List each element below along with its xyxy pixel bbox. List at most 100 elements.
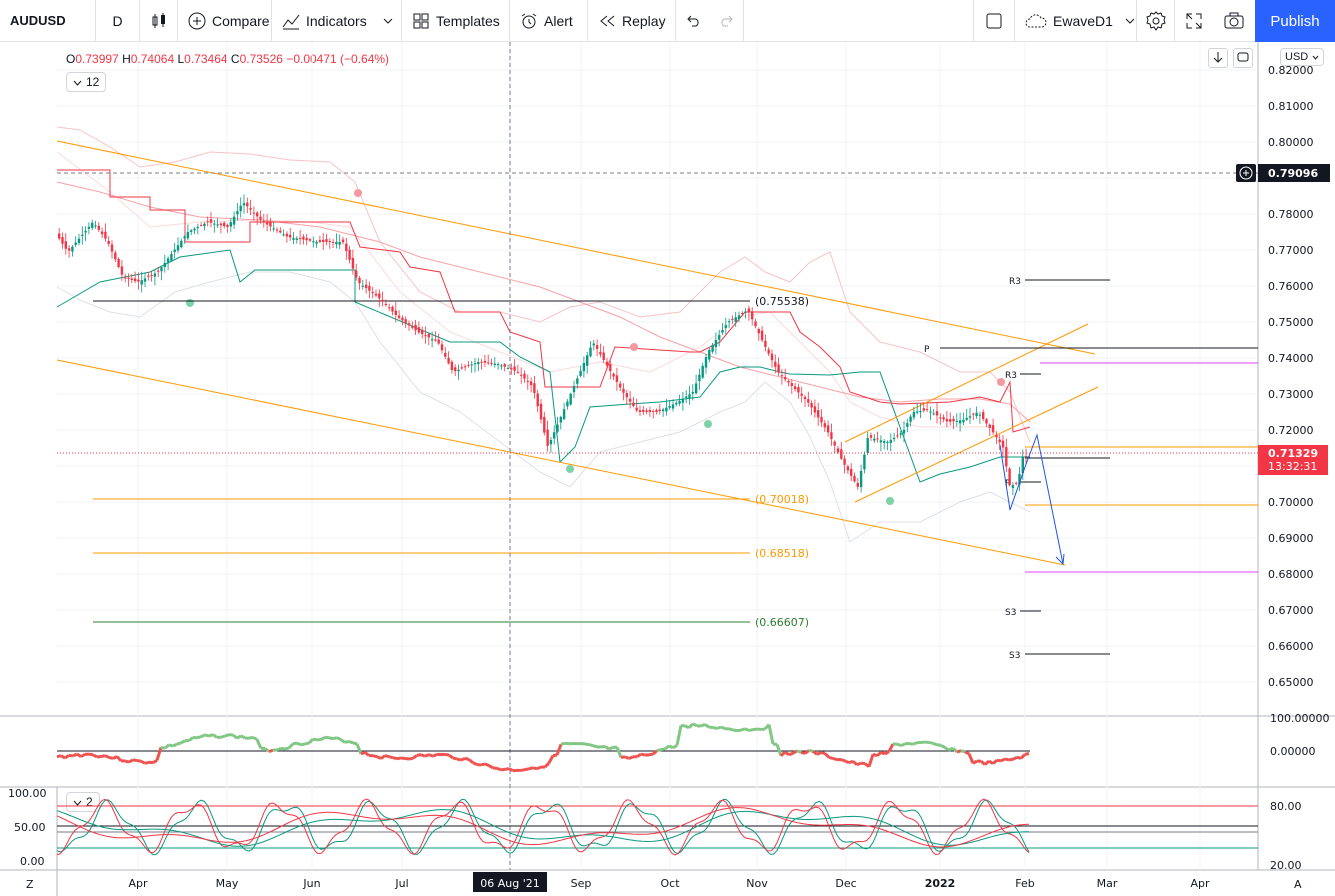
undo-button[interactable] (676, 0, 710, 42)
scroll-down-button[interactable] (1208, 48, 1228, 68)
candle-body (780, 375, 784, 377)
price-chart[interactable]: 0.820000.810000.800000.790000.780000.770… (0, 42, 1335, 896)
oscillator-segment (155, 747, 163, 761)
candle-body (655, 410, 658, 412)
candle-body (836, 448, 840, 453)
oscillator-segment (344, 739, 350, 744)
oscillator-segment (964, 750, 970, 756)
channel-lower-line[interactable] (56, 359, 1066, 566)
candle-body (764, 340, 767, 347)
oscillator-segment (940, 743, 946, 749)
oscillator-segment (412, 754, 418, 760)
oscillator-segment (788, 751, 794, 757)
oscillator-segment (615, 746, 623, 758)
candle-body (688, 394, 691, 398)
candle-body (586, 355, 589, 366)
candle-body (150, 275, 153, 277)
indicators-collapse-toggle[interactable]: 12 (66, 72, 107, 92)
oscillator-segment (284, 746, 290, 751)
candle-body (97, 225, 100, 230)
candle-body (170, 254, 173, 261)
templates-button[interactable]: Templates (402, 0, 510, 42)
maximize-pane-button[interactable] (1233, 48, 1253, 68)
candle-body (840, 449, 843, 459)
fullscreen-button[interactable] (1175, 0, 1213, 42)
wedge-upper-line[interactable] (844, 323, 1089, 443)
candle-body (470, 364, 473, 366)
replay-button[interactable]: Replay (588, 0, 676, 42)
currency-selector[interactable]: USD (1280, 48, 1325, 66)
pivot-r3b-label: R3 (1005, 371, 1017, 381)
oscillator-segment (1024, 752, 1030, 756)
layout-name-label: EwaveD1 (1053, 12, 1113, 29)
time-axis-tick: Apr (128, 877, 148, 890)
oscillator-segment (144, 760, 150, 765)
candle-body (916, 411, 919, 413)
candle-body (196, 227, 199, 229)
settings-button[interactable] (1137, 0, 1175, 42)
price-axis-tick: 0.70000 (1268, 496, 1314, 509)
candle-body (180, 240, 183, 248)
candle-body (955, 420, 958, 422)
candle-body (140, 280, 143, 285)
auto-scale-button[interactable]: A (1294, 878, 1302, 891)
oscillator-segment (852, 760, 858, 766)
symbol-search[interactable]: AUDUSD (0, 0, 96, 42)
chart-type-button[interactable] (140, 0, 178, 42)
candle-body (896, 435, 899, 437)
candle-body (704, 357, 708, 368)
oscillator-segment (796, 749, 802, 754)
alarm-clock-icon (520, 12, 538, 30)
wedge-lower-line[interactable] (854, 386, 1099, 503)
candle-body (754, 321, 757, 327)
zoom-reset-button[interactable]: Z (26, 878, 34, 891)
oscillator-segment (428, 753, 434, 758)
crosshair-price-label[interactable]: 0.79096 (1236, 164, 1330, 182)
redo-button[interactable] (710, 0, 744, 42)
oscillator-segment (560, 741, 566, 746)
time-axis[interactable]: Apr May Jun Jul 06 Aug '21 Sep Oct Nov Dec 2022 Fe… (128, 872, 1210, 892)
low-label: L (177, 52, 185, 66)
candle-body (193, 228, 196, 231)
oscillator-segment (152, 759, 158, 764)
layout-button[interactable] (973, 0, 1015, 42)
candle-body (523, 373, 526, 379)
candle-body (213, 223, 216, 225)
pane3-collapse-toggle[interactable]: 2 (66, 792, 100, 812)
price-axis[interactable]: 0.820000.810000.800000.790000.780000.770… (1268, 64, 1314, 689)
indicators-button[interactable]: Indicators (272, 0, 402, 42)
candle-body (863, 454, 866, 470)
candle-body (186, 232, 190, 239)
oscillator-segment (1008, 757, 1014, 762)
channel-upper-line[interactable] (56, 140, 1096, 355)
candlestick-series[interactable] (58, 194, 1028, 495)
interval-button[interactable]: D (96, 0, 140, 42)
candle-body (77, 238, 81, 244)
candle-body (774, 361, 777, 367)
oscillator-segment (468, 758, 474, 764)
upper-band-line (56, 126, 1031, 443)
stochastic-series[interactable] (56, 798, 1030, 856)
layout-name-button[interactable]: EwaveD1 (1015, 0, 1137, 42)
candle-body (120, 266, 124, 275)
pivot-r3-label: R3 (1009, 277, 1021, 287)
candle-body (483, 360, 487, 363)
projection-path[interactable] (999, 433, 1064, 565)
candle-body (58, 233, 61, 239)
price-axis-tick: 0.69000 (1268, 532, 1314, 545)
candle-body (770, 353, 774, 361)
pane3-count: 2 (86, 795, 93, 809)
oscillator-segment (944, 746, 950, 752)
fib-label-068518: (0.68518) (755, 547, 809, 560)
grid (57, 42, 1258, 870)
candle-body (107, 240, 110, 244)
oscillator-series[interactable] (56, 722, 1030, 773)
alert-button[interactable]: Alert (510, 0, 588, 42)
snapshot-button[interactable] (1213, 0, 1255, 42)
supertrend-red (57, 169, 1031, 433)
oscillator-segment (656, 748, 662, 753)
publish-button[interactable]: Publish (1255, 0, 1335, 42)
candle-body (236, 211, 239, 215)
oscillator-segment (300, 742, 306, 747)
compare-button[interactable]: Compare (178, 0, 272, 42)
